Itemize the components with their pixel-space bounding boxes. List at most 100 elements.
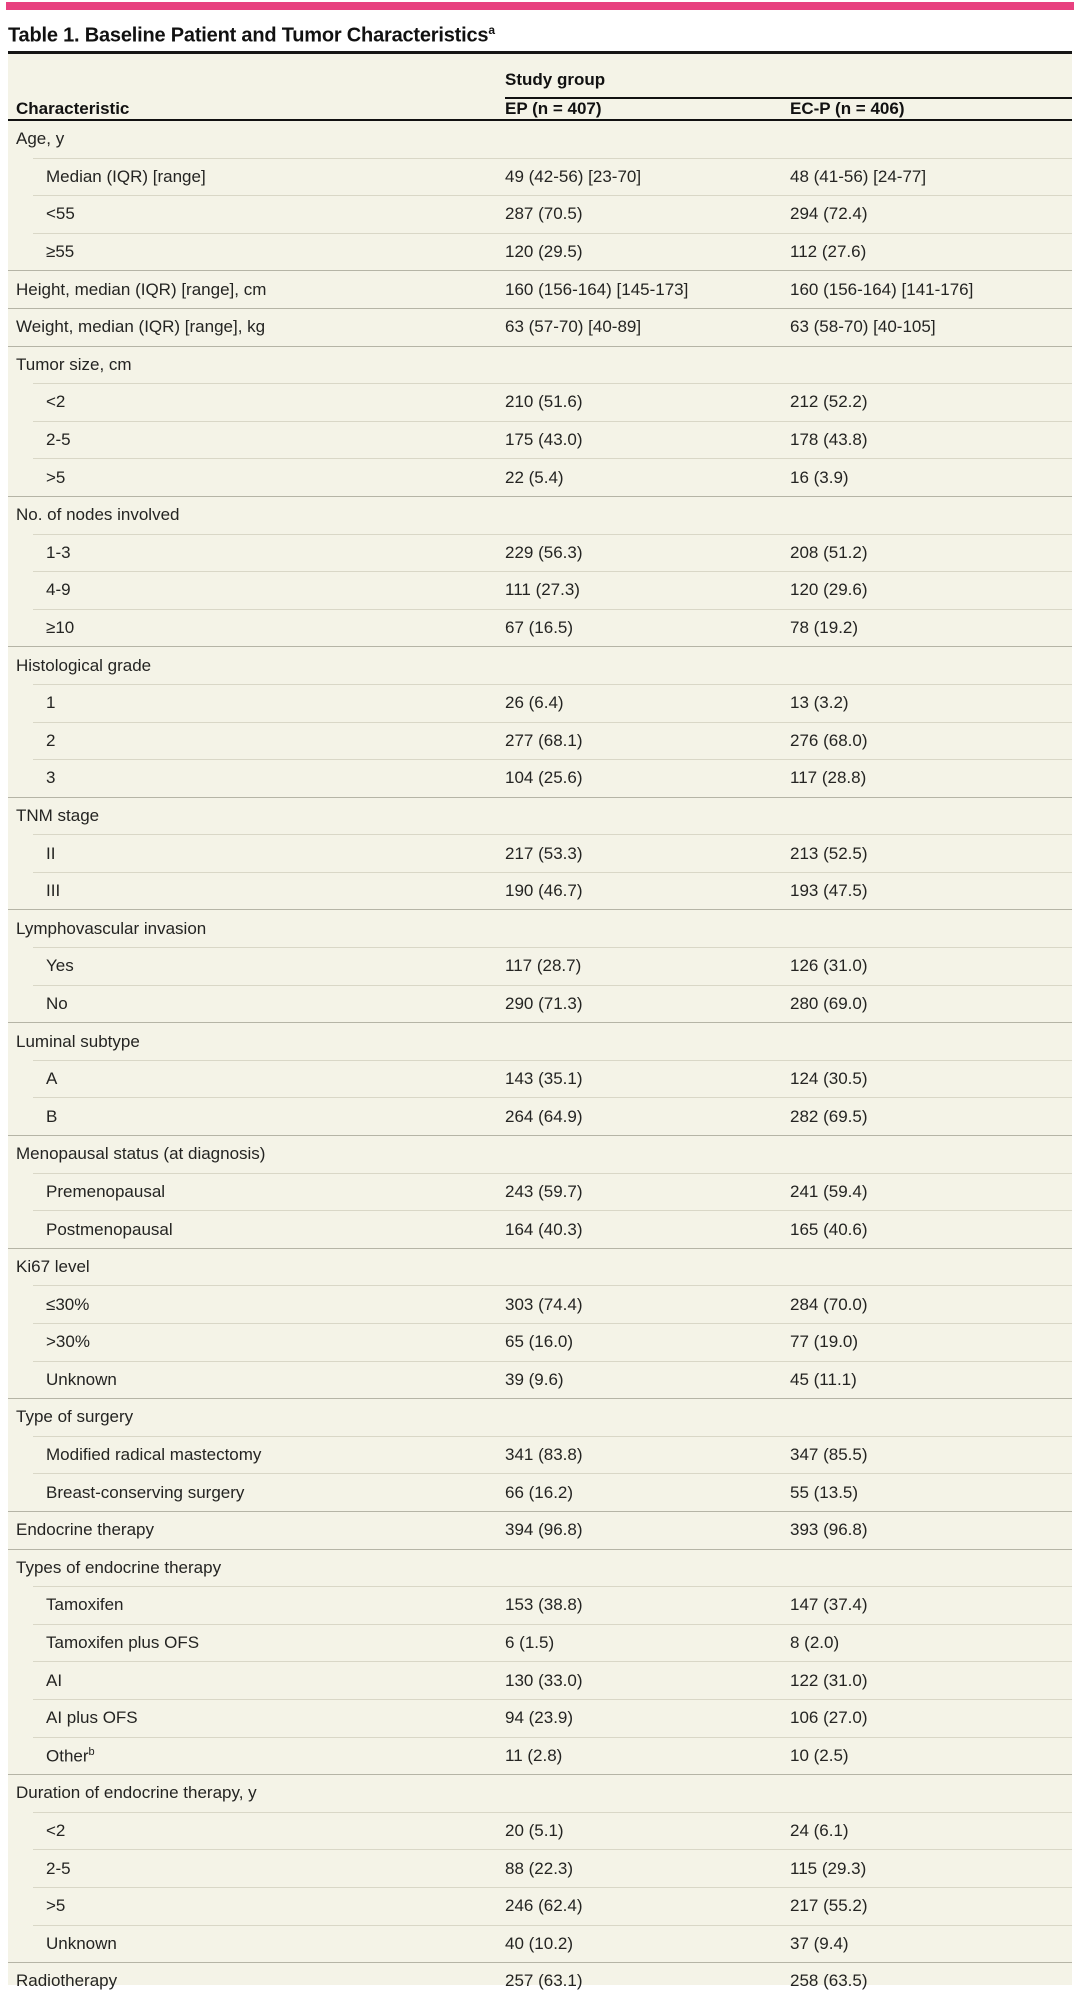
ecp-value: 24 (6.1)	[790, 1821, 849, 1841]
table-row: Type of surgery	[8, 1398, 1072, 1436]
row-label: Menopausal status (at diagnosis)	[8, 1144, 505, 1164]
ep-value: 6 (1.5)	[505, 1633, 555, 1653]
ep-value: 341 (83.8)	[505, 1445, 583, 1465]
row-label: Otherb	[8, 1746, 505, 1767]
row-label: Weight, median (IQR) [range], kg	[8, 317, 505, 337]
ep-value: 143 (35.1)	[505, 1069, 583, 1089]
table-row: ≤30% 303 (74.4) 284 (70.0)	[8, 1285, 1072, 1323]
row-label: 3	[8, 768, 505, 788]
row-label-text: ≤30%	[46, 1294, 90, 1314]
row-label-text: 2-5	[46, 430, 71, 450]
table-row: 4-9 111 (27.3) 120 (29.6)	[8, 571, 1072, 609]
ep-value: 117 (28.7)	[505, 956, 582, 976]
table-row: Radiotherapy 257 (63.1) 258 (63.5)	[8, 1962, 1072, 2000]
row-label-text: <2	[46, 392, 66, 412]
row-label-text: Postmenopausal	[46, 1219, 173, 1239]
row-label: III	[8, 881, 505, 901]
row-label: No	[8, 994, 505, 1014]
table-row: >5 246 (62.4) 217 (55.2)	[8, 1886, 1072, 1925]
ecp-value: 280 (69.0)	[790, 993, 868, 1013]
ecp-value: 160 (156-164) [141-176]	[790, 279, 974, 299]
row-label-text: Luminal subtype	[16, 1031, 140, 1051]
ecp-value: 8 (2.0)	[790, 1633, 840, 1653]
ep-value: 39 (9.6)	[505, 1369, 564, 1389]
table-row: >30% 65 (16.0) 77 (19.0)	[8, 1323, 1072, 1361]
ecp-value: 217 (55.2)	[790, 1896, 868, 1916]
ecp-value: 37 (9.4)	[790, 1933, 849, 1953]
ecp-value: 393 (96.8)	[790, 1520, 868, 1540]
ep-value: 65 (16.0)	[505, 1332, 574, 1352]
ep-value: 164 (40.3)	[505, 1219, 583, 1239]
ecp-value: 77 (19.0)	[790, 1332, 859, 1352]
ep-value: 49 (42-56) [23-70]	[505, 166, 642, 186]
ep-value: 257 (63.1)	[505, 1971, 583, 1991]
ecp-value: 13 (3.2)	[790, 693, 849, 713]
row-label-text: Unknown	[46, 1369, 117, 1389]
table-row: Unknown 40 (10.2) 37 (9.4)	[8, 1924, 1072, 1963]
table-row: II 217 (53.3) 213 (52.5)	[8, 834, 1072, 872]
table-group-header: Study group	[505, 54, 1072, 99]
row-label-text: AI plus OFS	[46, 1708, 138, 1728]
row-label-text: B	[46, 1106, 58, 1126]
ep-value: 26 (6.4)	[505, 693, 564, 713]
table-row: 3 104 (25.6) 117 (28.8)	[8, 759, 1072, 797]
row-label: Tamoxifen plus OFS	[8, 1633, 505, 1653]
ep-value: 287 (70.5)	[505, 204, 583, 224]
row-label: 2	[8, 731, 505, 751]
table-row: >5 22 (5.4) 16 (3.9)	[8, 458, 1072, 496]
table-row: Histological grade	[8, 646, 1072, 684]
row-label: No. of nodes involved	[8, 505, 505, 525]
table: Study group Characteristic EP (n = 407) …	[8, 54, 1072, 1990]
row-label: Tumor size, cm	[8, 355, 505, 375]
table-row: B 264 (64.9) 282 (69.5)	[8, 1097, 1072, 1135]
ep-value: 243 (59.7)	[505, 1181, 583, 1201]
ecp-value: 115 (29.3)	[790, 1858, 867, 1878]
row-label: Tamoxifen	[8, 1595, 505, 1615]
row-label-text: Duration of endocrine therapy, y	[16, 1783, 257, 1803]
ecp-value: 106 (27.0)	[790, 1708, 868, 1728]
row-label-text: Endocrine therapy	[16, 1520, 154, 1540]
row-label-text: Modified radical mastectomy	[46, 1445, 262, 1465]
row-label: Type of surgery	[8, 1407, 505, 1427]
table-row: AI 130 (33.0) 122 (31.0)	[8, 1661, 1072, 1699]
row-label: TNM stage	[8, 806, 505, 826]
table-row: Endocrine therapy 394 (96.8) 393 (96.8)	[8, 1510, 1072, 1549]
table-row: Age, y	[8, 121, 1072, 158]
table-row: <2 210 (51.6) 212 (52.2)	[8, 383, 1072, 421]
ecp-value: 45 (11.1)	[790, 1369, 857, 1389]
row-label-text: No	[46, 993, 68, 1013]
ecp-value: 63 (58-70) [40-105]	[790, 317, 936, 337]
row-label-text: >30%	[46, 1332, 90, 1352]
row-label: Ki67 level	[8, 1257, 505, 1277]
table-row: No 290 (71.3) 280 (69.0)	[8, 984, 1072, 1023]
ecp-value: 55 (13.5)	[790, 1482, 859, 1502]
ep-value: 104 (25.6)	[505, 768, 583, 788]
ep-value: 175 (43.0)	[505, 430, 583, 450]
table-row: Yes 117 (28.7) 126 (31.0)	[8, 947, 1072, 985]
table-title: Table 1. Baseline Patient and Tumor Char…	[8, 16, 1072, 50]
row-label: 1-3	[8, 543, 505, 563]
ep-value: 303 (74.4)	[505, 1294, 583, 1314]
row-label: Types of endocrine therapy	[8, 1558, 505, 1578]
row-label: Median (IQR) [range]	[8, 167, 505, 187]
ecp-value: 294 (72.4)	[790, 204, 868, 224]
row-label: Postmenopausal	[8, 1220, 505, 1240]
row-label-text: <2	[46, 1821, 66, 1841]
ecp-value: 212 (52.2)	[790, 392, 868, 412]
ep-value: 290 (71.3)	[505, 993, 583, 1013]
row-label-text: 2-5	[46, 1858, 71, 1878]
row-label-text: 4-9	[46, 580, 71, 600]
ep-value: 20 (5.1)	[505, 1821, 564, 1841]
row-label: Histological grade	[8, 656, 505, 676]
row-label: <55	[8, 204, 505, 224]
row-label: Lymphovascular invasion	[8, 919, 505, 939]
ep-value: 11 (2.8)	[505, 1745, 563, 1765]
table-row: Ki67 level	[8, 1247, 1072, 1286]
ecp-value: 241 (59.4)	[790, 1181, 868, 1201]
row-label-text: Type of surgery	[16, 1407, 134, 1427]
ecp-value: 117 (28.8)	[790, 768, 867, 788]
table-row: 2-5 88 (22.3) 115 (29.3)	[8, 1849, 1072, 1887]
table-title-footnote-marker: a	[488, 23, 495, 37]
row-label: 2-5	[8, 430, 505, 450]
table-row: Menopausal status (at diagnosis)	[8, 1135, 1072, 1173]
